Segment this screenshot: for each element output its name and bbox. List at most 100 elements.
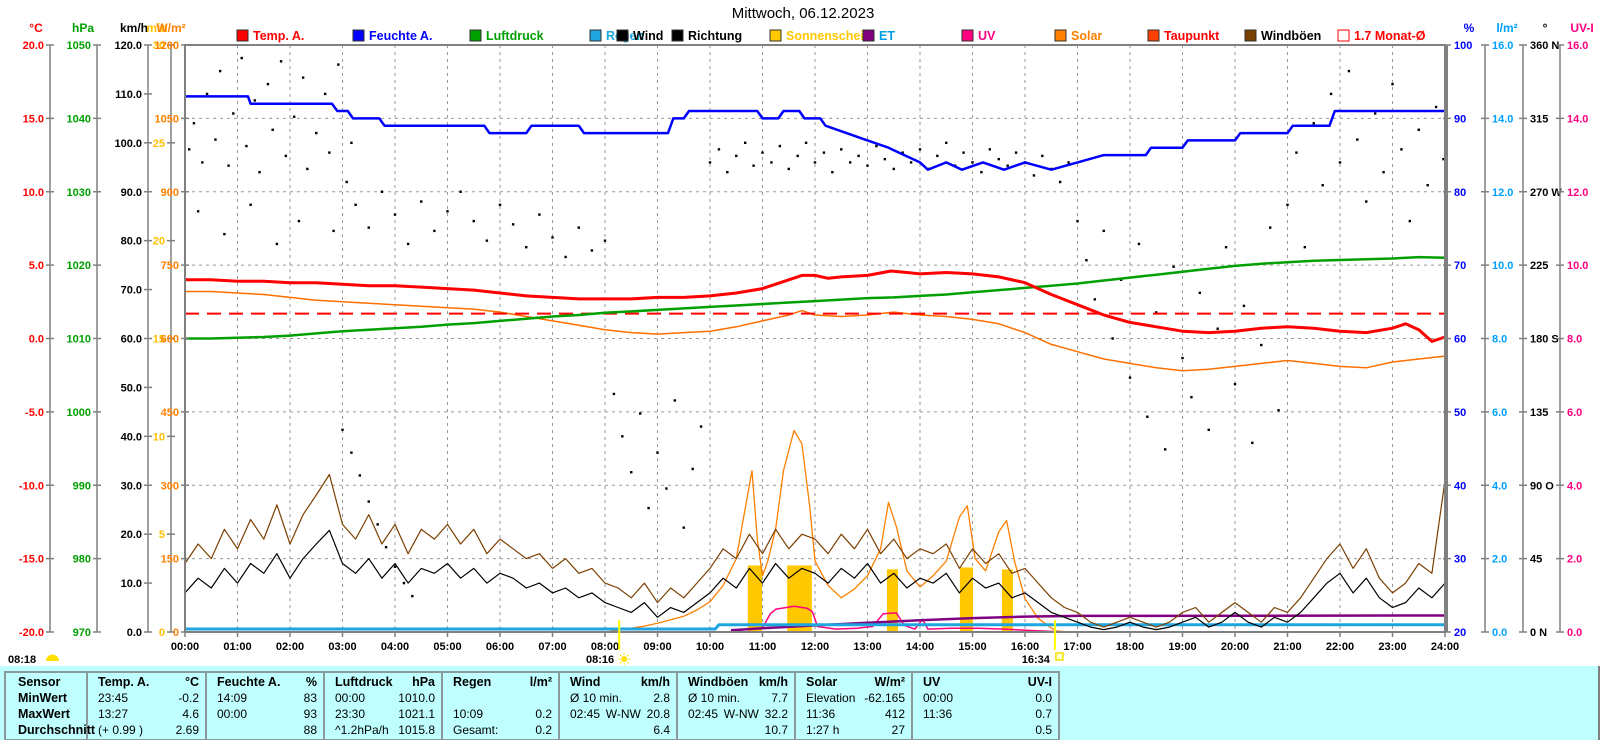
direction-dot (1076, 219, 1079, 223)
table-col-windb-en: Windböen km/h Ø 10 min. 7.7 02:45 W-NW 32.2 10.… (678, 673, 796, 739)
table-cell: Ø 10 min. 7.7 (678, 690, 794, 706)
tick-label: 1000 (67, 407, 91, 419)
cell-time: 1:27 h (806, 723, 840, 737)
direction-dot (323, 92, 327, 96)
col-name: Feuchte A. (217, 675, 281, 689)
sunset-square-icon (1055, 652, 1064, 661)
x-tick-label: 11:00 (749, 641, 777, 653)
axis-unit-UV-I: UV-I (1570, 21, 1593, 35)
cell-time: Ø 10 min. (570, 691, 623, 705)
col-header: Windböen km/h (678, 674, 794, 690)
tick-label: 450 (161, 407, 179, 419)
direction-dot (271, 128, 274, 131)
cell-value: 412 (884, 707, 905, 721)
tick-label: 2.0 (1567, 554, 1582, 566)
direction-dot (1286, 203, 1289, 206)
direction-dot (971, 161, 974, 164)
legend-item-windb-en: Windböen (1261, 29, 1321, 43)
table-cell: ^1.2hPa/h 1015.8 (325, 722, 441, 738)
table-cell: 6.4 (560, 722, 676, 738)
row-header-3: Durchschnitt (18, 723, 96, 737)
col-header: Regen l/m² (443, 674, 558, 690)
weather-chart-canvas: Mittwoch, 06.12.2023 °C 20.0 15.0 10.0 5.0 0.… (8, 5, 1594, 666)
legend-item-wind: Wind (633, 29, 663, 43)
tick-label: 10.0 (23, 187, 44, 199)
cell-time: 13:27 (98, 707, 129, 721)
tick-label: 980 (73, 554, 91, 566)
tick-label: 6.0 (1567, 407, 1582, 419)
direction-dot (577, 226, 580, 229)
col-unit: l/m² (529, 675, 552, 689)
tick-label: 0 (159, 627, 165, 639)
direction-dot (1111, 337, 1114, 340)
direction-dot (726, 170, 729, 174)
x-tick-label: 14:00 (906, 641, 934, 653)
cell-time: 10:09 (453, 707, 484, 721)
tick-label: 0.0 (29, 334, 44, 346)
table-cell: 00:00 0.0 (913, 690, 1058, 706)
table-col-feuchte-a-: Feuchte A.% 14:09 83 00:00 93 88 (207, 673, 325, 739)
tick-label: 70.0 (121, 285, 142, 297)
sunrise-ray (619, 654, 622, 657)
direction-dot (647, 506, 650, 510)
col-unit: hPa (412, 675, 435, 689)
tick-label: 90 O (1530, 480, 1554, 492)
direction-dot (214, 138, 217, 141)
direction-dot (866, 164, 869, 167)
direction-dot (1242, 304, 1246, 308)
tick-label: 100.0 (114, 138, 142, 150)
legend-item-sonnenschein: Sonnenschein (786, 29, 871, 43)
table-cell: 00:00 1010.0 (325, 690, 441, 706)
x-tick-label: 03:00 (328, 641, 356, 653)
direction-dot (708, 161, 712, 164)
dawn-halfsun-icon (46, 654, 59, 661)
direction-dot (188, 148, 191, 151)
legend-swatch-12 (1337, 29, 1350, 42)
stats-band: Sensor MinWert MaxWert Durchschnitt Temp. A.… (0, 666, 1600, 740)
direction-dot (743, 141, 747, 145)
direction-dot (196, 210, 200, 213)
direction-dot (1434, 105, 1438, 109)
direction-dot (1163, 448, 1167, 451)
direction-dot (997, 157, 1000, 161)
legend-swatch-2 (469, 29, 482, 42)
direction-dot (306, 167, 309, 171)
series-uv (730, 605, 1073, 633)
direction-dot (1085, 259, 1088, 262)
tick-label: 1050 (155, 113, 179, 125)
cell-time: 11:36 (806, 707, 836, 721)
direction-dot (1347, 69, 1351, 73)
col-header: Solar W/m² (796, 674, 911, 690)
direction-dot (332, 229, 335, 233)
direction-dot (638, 412, 642, 415)
col-name: Solar (806, 675, 838, 689)
legend-swatch-0 (236, 29, 249, 42)
legend-swatch-5 (671, 29, 684, 42)
x-tick-label: 16:00 (1011, 641, 1039, 653)
direction-dot (1137, 242, 1141, 246)
col-header: Wind km/h (560, 674, 676, 690)
direction-dot (551, 236, 554, 239)
sunrise-time-label: 08:16 (586, 654, 614, 666)
col-name: Luftdruck (335, 675, 393, 689)
tick-label: 30.0 (121, 480, 142, 492)
table-cell: 11:36 412 (796, 706, 911, 722)
direction-dot (796, 154, 799, 158)
tick-label: 10.0 (1567, 260, 1588, 272)
direction-dot (511, 223, 515, 226)
cell-time: 00:00 (217, 707, 248, 721)
series-wind (184, 529, 1446, 631)
direction-dot (1373, 112, 1377, 115)
tick-label: 20 (1454, 627, 1466, 639)
tick-label: 50.0 (121, 382, 142, 394)
col-header: Feuchte A.% (207, 674, 323, 690)
tick-label: 6.0 (1492, 407, 1507, 419)
direction-dot (621, 435, 624, 438)
direction-dot (1408, 219, 1412, 223)
direction-dot (691, 467, 694, 471)
direction-dot (673, 399, 677, 402)
direction-dot (699, 425, 703, 428)
sunshine-bar (787, 565, 812, 631)
dawn-time-label: 08:18 (8, 654, 36, 666)
x-tick-label: 09:00 (643, 641, 671, 653)
